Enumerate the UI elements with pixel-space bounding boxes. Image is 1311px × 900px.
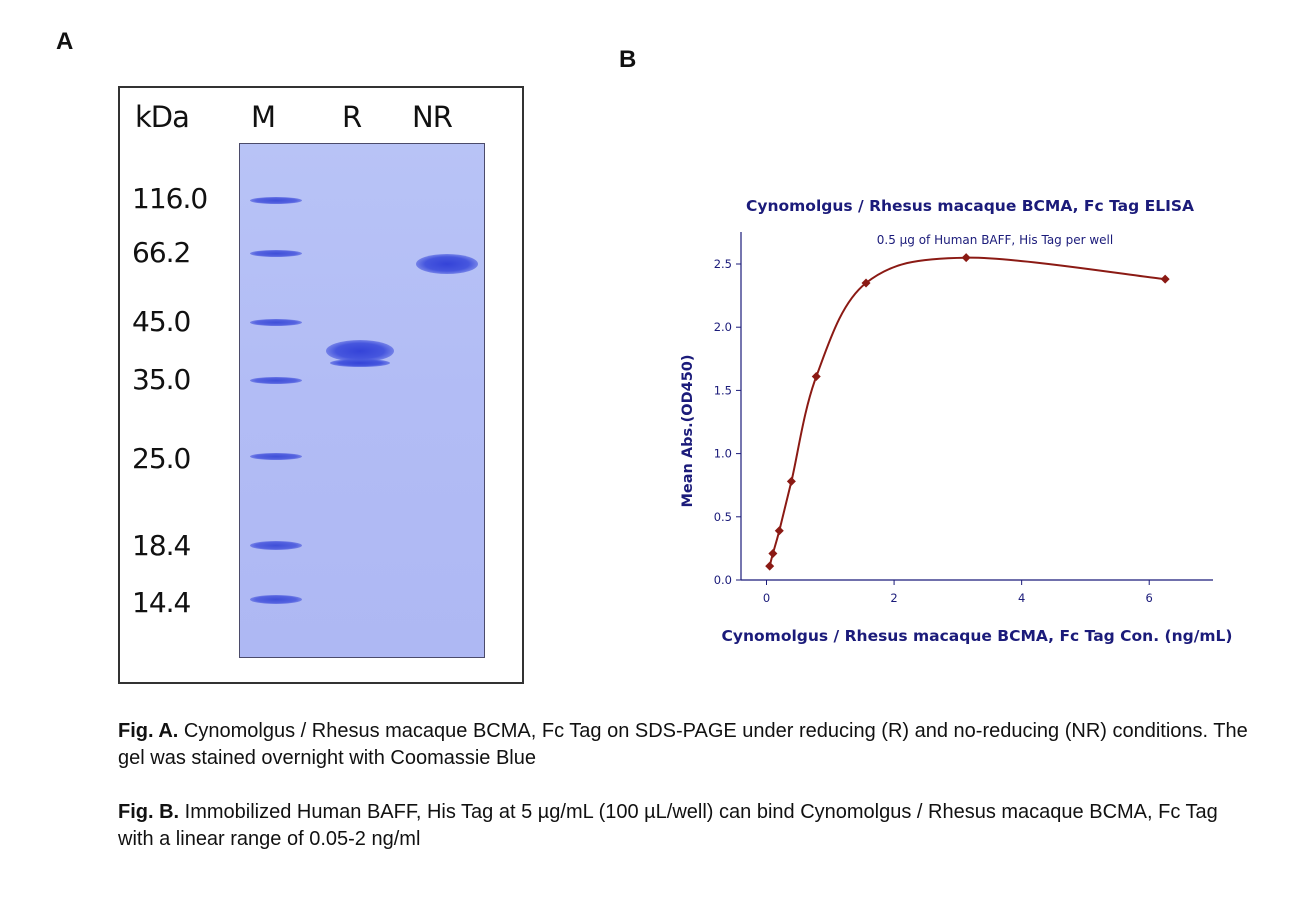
kda-label-35: 35.0 [132,363,191,396]
gel-header-kda: kDa [135,100,190,134]
x-tick-label: 0 [763,591,770,605]
marker-band [250,197,302,204]
data-point [765,561,775,571]
x-tick-label: 4 [1018,591,1025,605]
caption-fig-b-label: Fig. B. [118,801,180,823]
marker-band [250,319,302,326]
y-tick-label: 1.0 [714,447,732,461]
data-point [961,253,971,263]
gel-header-reducing: R [342,100,362,134]
gel-header-non-reducing: NR [412,100,453,134]
y-axis-label: Mean Abs.(OD450) [680,354,696,507]
caption-fig-a-label: Fig. A. [118,720,179,742]
x-axis-label: Cynomolgus / Rhesus macaque BCMA, Fc Tag… [722,627,1233,645]
data-point [1160,274,1170,284]
y-axis-ticks: 0.0 0.5 1.0 1.5 2.0 2.5 [714,257,741,587]
y-tick-label: 1.5 [714,383,732,397]
chart-subtitle: 0.5 µg of Human BAFF, His Tag per well [877,233,1113,247]
y-tick-label: 2.0 [714,320,732,334]
non-reducing-band [416,254,478,274]
data-point [774,526,784,536]
caption-fig-a-text: Cynomolgus / Rhesus macaque BCMA, Fc Tag… [118,720,1248,769]
data-point [768,548,778,558]
caption-fig-a: Fig. A. Cynomolgus / Rhesus macaque BCMA… [118,718,1258,772]
gel-header-marker: M [251,100,276,134]
data-point [786,476,796,486]
x-axis-ticks: 0 2 4 6 [763,580,1153,605]
marker-band [250,595,302,604]
caption-fig-b-text: Immobilized Human BAFF, His Tag at 5 µg/… [118,801,1218,850]
y-tick-label: 2.5 [714,257,732,271]
marker-band [250,377,302,384]
fit-curve [768,256,1166,567]
panel-b-label: B [619,46,637,73]
x-tick-label: 2 [890,591,897,605]
data-point [861,278,871,288]
chart-title: Cynomolgus / Rhesus macaque BCMA, Fc Tag… [746,197,1194,215]
kda-label-45: 45.0 [132,305,191,338]
data-point [811,371,821,381]
marker-band [250,453,302,460]
reducing-band-lower [330,359,390,367]
data-points [765,253,1170,571]
panel-a-label: A [56,28,74,55]
gel-image [239,143,485,658]
kda-label-18: 18.4 [132,529,191,562]
caption-fig-b: Fig. B. Immobilized Human BAFF, His Tag … [118,799,1258,853]
kda-label-116: 116.0 [132,182,208,215]
y-tick-label: 0.0 [714,573,732,587]
marker-band [250,541,302,550]
marker-band [250,250,302,257]
kda-label-66: 66.2 [132,236,191,269]
x-tick-label: 6 [1146,591,1153,605]
y-tick-label: 0.5 [714,510,732,524]
kda-label-25: 25.0 [132,442,191,475]
reducing-band [326,340,394,362]
kda-label-14: 14.4 [132,586,191,619]
